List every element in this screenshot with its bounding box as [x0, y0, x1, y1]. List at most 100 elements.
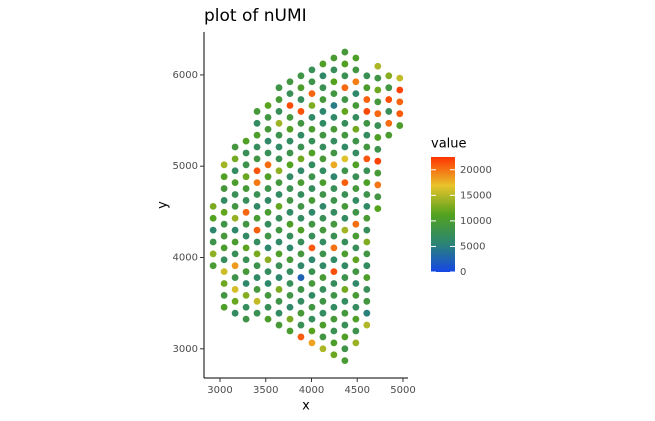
spot: [253, 119, 261, 127]
spot: [231, 155, 239, 163]
spot: [286, 185, 294, 192]
spot: [253, 131, 261, 139]
spot: [363, 297, 371, 305]
spot: [242, 161, 250, 169]
spot: [253, 214, 261, 222]
spot: [385, 72, 393, 80]
spot: [341, 274, 349, 281]
spot: [341, 72, 349, 80]
spot: [286, 197, 294, 204]
spot: [297, 286, 305, 293]
spot: [319, 286, 327, 293]
spot: [319, 345, 327, 353]
spot: [330, 208, 338, 216]
x-axis-label: x: [302, 399, 310, 414]
spot: [297, 226, 305, 234]
spot: [264, 102, 272, 109]
spot: [363, 155, 371, 163]
x-tick-label: 5000: [390, 385, 415, 396]
spot: [308, 220, 316, 228]
spot: [297, 238, 305, 246]
spot: [330, 303, 338, 311]
spot: [374, 169, 382, 177]
spot: [319, 167, 327, 175]
spot: [286, 149, 294, 157]
spot: [231, 226, 239, 234]
spot: [286, 220, 294, 228]
spot: [363, 108, 371, 115]
spot: [319, 214, 327, 222]
spot: [330, 244, 338, 252]
spot: [275, 191, 283, 198]
spot: [297, 274, 305, 281]
spot: [286, 256, 294, 264]
spot: [242, 137, 250, 145]
spot: [286, 161, 294, 169]
spot: [341, 238, 349, 246]
spot: [363, 131, 371, 139]
spot: [275, 119, 283, 127]
spot: [352, 315, 360, 323]
spot: [242, 173, 250, 181]
spot: [297, 119, 305, 127]
spot: [220, 291, 228, 299]
spot: [374, 193, 382, 201]
spot: [264, 280, 272, 287]
spot: [308, 137, 316, 145]
spot: [363, 309, 371, 317]
colorbar-tick-label: 20000: [460, 165, 492, 176]
spot: [374, 205, 382, 213]
spot: [297, 72, 305, 80]
spot: [253, 286, 261, 293]
chart-title: plot of nUMI: [204, 6, 307, 26]
spot: [286, 173, 294, 181]
spot: [220, 208, 228, 216]
spot: [297, 309, 305, 317]
spot: [231, 262, 239, 270]
spot: [363, 202, 371, 210]
spot: [385, 96, 393, 103]
spot: [209, 202, 217, 210]
spot: [352, 339, 360, 347]
spot: [231, 286, 239, 293]
spot: [253, 262, 261, 270]
spot: [308, 208, 316, 216]
spot: [220, 268, 228, 276]
spot: [264, 315, 272, 323]
spot: [275, 131, 283, 139]
spot: [286, 125, 294, 133]
spot: [352, 220, 360, 228]
spot: [297, 179, 305, 187]
spot: [275, 179, 283, 187]
spot: [253, 274, 261, 281]
spot: [385, 108, 393, 115]
spot: [242, 220, 250, 228]
spot: [264, 232, 272, 240]
spot: [374, 74, 382, 82]
spot: [286, 232, 294, 240]
spot: [253, 143, 261, 151]
spot: [275, 309, 283, 317]
spot: [297, 96, 305, 103]
spot: [308, 125, 316, 133]
spot: [242, 149, 250, 157]
spot: [253, 167, 261, 175]
spot: [308, 66, 316, 74]
spot: [396, 110, 404, 118]
spot: [286, 90, 294, 98]
spot: [330, 280, 338, 287]
spot: [341, 155, 349, 163]
spot: [209, 226, 217, 234]
spot: [231, 167, 239, 175]
spot: [363, 179, 371, 187]
spot: [319, 262, 327, 270]
spot: [275, 84, 283, 92]
spot: [308, 327, 316, 335]
spot: [231, 202, 239, 210]
spot: [330, 220, 338, 228]
spot: [352, 327, 360, 335]
spot: [352, 280, 360, 287]
colorbar: [431, 157, 455, 272]
spot: [319, 250, 327, 258]
